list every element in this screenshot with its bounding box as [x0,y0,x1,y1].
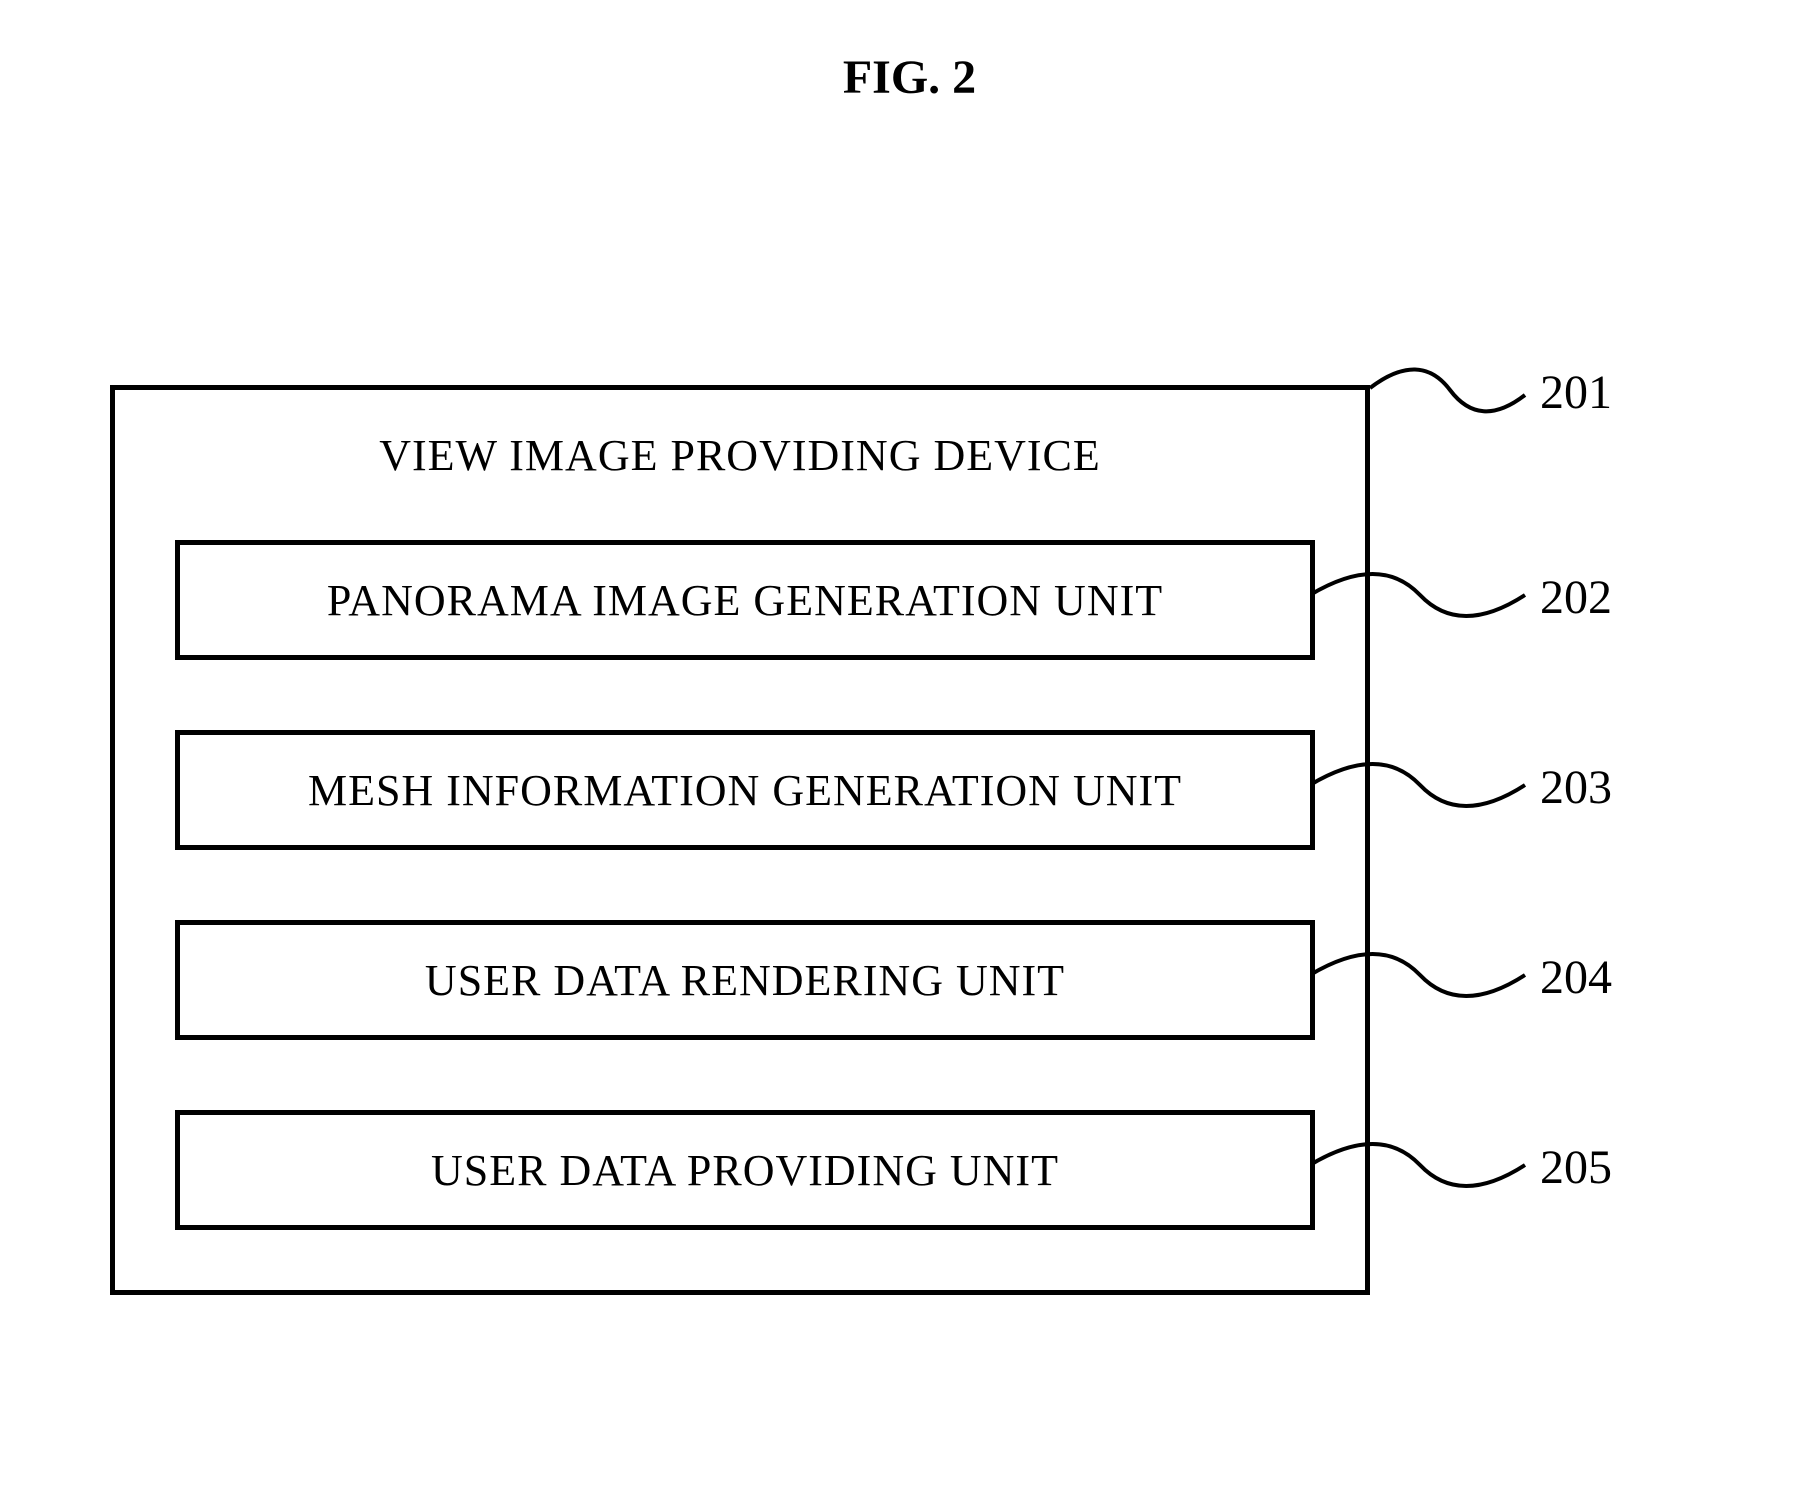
ref-label-205: 205 [1540,1140,1612,1195]
diagram-container: VIEW IMAGE PROVIDING DEVICE PANORAMA IMA… [110,385,1370,1295]
inner-box-providing: USER DATA PROVIDING UNIT [175,1110,1315,1230]
inner-box-mesh: MESH INFORMATION GENERATION UNIT [175,730,1315,850]
inner-box-rendering: USER DATA RENDERING UNIT [175,920,1315,1040]
outer-box: VIEW IMAGE PROVIDING DEVICE PANORAMA IMA… [110,385,1370,1295]
ref-label-202: 202 [1540,570,1612,625]
ref-label-203: 203 [1540,760,1612,815]
outer-box-title: VIEW IMAGE PROVIDING DEVICE [379,430,1101,481]
figure-title: FIG. 2 [843,50,976,105]
inner-box-label: USER DATA RENDERING UNIT [425,955,1065,1006]
ref-label-201: 201 [1540,365,1612,420]
inner-box-label: MESH INFORMATION GENERATION UNIT [308,765,1182,816]
inner-box-panorama: PANORAMA IMAGE GENERATION UNIT [175,540,1315,660]
inner-box-label: USER DATA PROVIDING UNIT [431,1145,1059,1196]
inner-box-label: PANORAMA IMAGE GENERATION UNIT [327,575,1163,626]
leader-201 [1370,360,1530,430]
ref-label-204: 204 [1540,950,1612,1005]
